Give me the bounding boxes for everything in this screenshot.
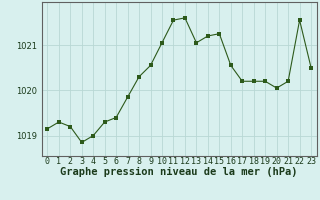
X-axis label: Graphe pression niveau de la mer (hPa): Graphe pression niveau de la mer (hPa) — [60, 167, 298, 177]
